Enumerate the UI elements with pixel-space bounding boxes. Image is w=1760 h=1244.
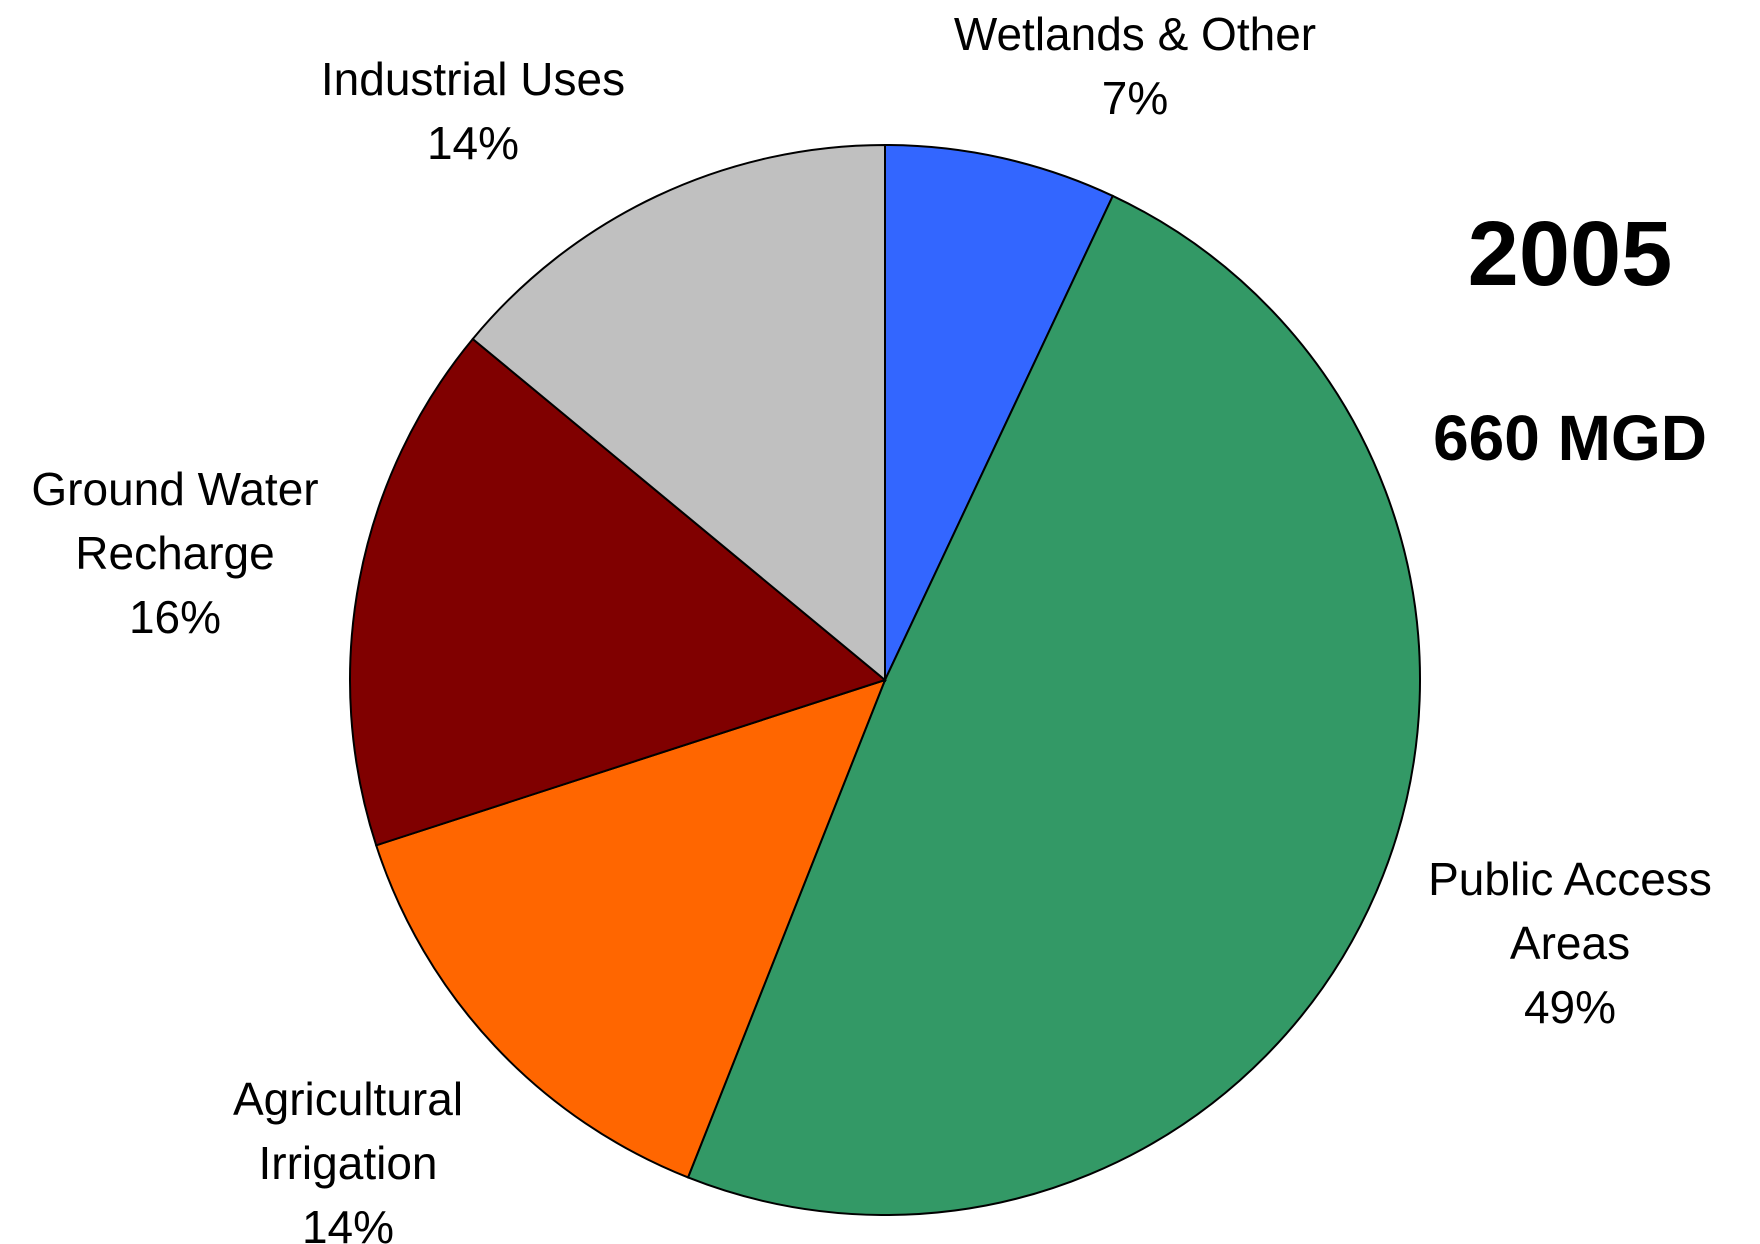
slice-name: Wetlands & Other	[954, 8, 1316, 60]
slice-name: Recharge	[75, 527, 274, 579]
year-label: 2005	[1468, 203, 1673, 305]
slice-label: Ground Water Recharge 16%	[31, 463, 318, 643]
pie-slice	[471, 143, 886, 683]
slice-name: Areas	[1510, 917, 1630, 969]
slice-percent: 14%	[302, 1201, 394, 1244]
total-label: 660 MGD	[1433, 402, 1707, 474]
slice-label: Industrial Uses 14%	[321, 53, 625, 169]
slice-name: Ground Water	[31, 463, 318, 515]
slice-percent: 14%	[427, 117, 519, 169]
pie-slice	[686, 194, 1421, 1216]
slice-label: Wetlands & Other 7%	[954, 8, 1316, 124]
pie-slice	[884, 143, 1115, 681]
pie-slice	[349, 337, 888, 847]
slice-percent: 16%	[129, 591, 221, 643]
slice-name: Agricultural	[233, 1073, 463, 1125]
slice-percent: 49%	[1524, 981, 1616, 1033]
slice-labels: Wetlands & Other 7% Public Access Areas 49% A…	[31, 8, 1711, 1244]
slice-label: Public Access Areas 49%	[1428, 853, 1712, 1033]
slice-name: Industrial Uses	[321, 53, 625, 105]
slice-name: Public Access	[1428, 853, 1712, 905]
slice-percent: 7%	[1102, 72, 1168, 124]
slice-label: Agricultural Irrigation 14%	[233, 1073, 463, 1244]
pie-slices	[349, 143, 1421, 1216]
slice-name: Irrigation	[259, 1137, 438, 1189]
